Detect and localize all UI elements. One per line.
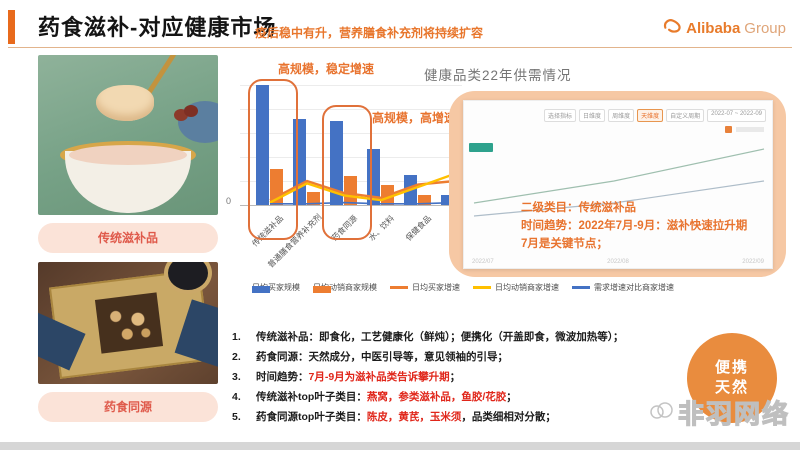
note-row: 2. 药食同源：天然成分，中医引导等，意见领袖的引导；: [232, 351, 694, 365]
panel-note-text: 二级类目：传统滋补品 时间趋势：2022年7月-9月：滋补快速拉升期 7月是关键…: [521, 199, 747, 253]
herb-tray-shape: [94, 292, 164, 354]
trend-x-ticks: 2022/07 2022/08 2022/09: [472, 259, 764, 265]
annotation-stable-growth: 高规模，稳定增速: [278, 62, 375, 76]
alibaba-logo-text: Alibaba: [686, 20, 741, 37]
supply-demand-title: 健康品类22年供需情况: [424, 68, 572, 83]
title-accent-bar: [8, 10, 15, 44]
trend-x-tick: 2022/09: [742, 259, 764, 265]
trend-x-tick: 2022/08: [607, 259, 629, 265]
legend-swatch: [473, 286, 491, 289]
birds-nest-shape: [96, 85, 154, 121]
panel-note-line3: 7月是关键节点；: [521, 238, 608, 250]
gridline: [240, 133, 462, 134]
note-text: 传统滋补品：即食化，工艺健康化（鲜炖）；便携化（开盖即食，微波加热等）；: [256, 331, 624, 343]
checkbox-icon: [725, 126, 732, 133]
metric-tag: [469, 143, 493, 152]
trend-x-tick: 2022/07: [472, 259, 494, 265]
dashboard-control-chip: 周维度: [608, 109, 635, 122]
red-dates-shape: [184, 105, 198, 117]
alibaba-logo-suffix: Group: [744, 20, 786, 37]
page-subtitle: 疫后稳中有升，营养膳食补充剂将持续扩容: [255, 26, 484, 40]
watermark-text: 非羽网络: [677, 398, 791, 429]
annotation-high-growth: 高规模，高增速: [372, 111, 457, 125]
gridline: [240, 109, 462, 110]
dashboard-control-chip: 日维度: [579, 109, 606, 122]
badge-line1: 便携: [714, 359, 749, 376]
photo-medicine-food: [38, 262, 218, 384]
legend-swatch: [572, 286, 590, 289]
note-row: 1. 传统滋补品：即食化，工艺健康化（鲜炖）；便携化（开盖即食，微波加热等）；: [232, 331, 694, 345]
note-row: 4. 传统滋补top叶子类目：燕窝，参类滋补品，鱼胶/花胶；: [232, 391, 694, 405]
bowl-soup-shape: [69, 145, 187, 165]
gridline: [240, 157, 462, 158]
legend-swatch: [390, 286, 408, 289]
legend-label: 需求增速对比商家增速: [594, 283, 674, 292]
bar-日均买家规模: [330, 121, 343, 205]
dashboard-controls: 选择指标 日维度 周维度 天维度 自定义周期 2022-07 ~ 2022-09: [544, 109, 766, 122]
legend-label: 日均买家增速: [412, 283, 460, 292]
label-traditional-tonic: 传统滋补品: [38, 223, 218, 253]
summary-notes: 1. 传统滋补品：即食化，工艺健康化（鲜炖）；便携化（开盖即食，微波加热等）； 2.…: [232, 331, 694, 431]
legend-item: 日均动销商家规模: [313, 282, 377, 293]
bar-日均动销商家规模: [418, 195, 431, 205]
chart-legend: 日均买家规模 日均动销商家规模 日均买家增速 日均动销商家增速 需求增速对比商家增速: [252, 282, 752, 293]
note-row: 3. 时间趋势：7月-9月为滋补品类告诉攀升期；: [232, 371, 694, 385]
line-需求增速对比商家增速: [270, 201, 456, 205]
panel-note-line1: 二级类目：传统滋补品: [521, 202, 636, 214]
legend-swatch: [252, 286, 270, 293]
note-text: 时间趋势：7月-9月为滋补品类告诉攀升期；: [256, 371, 461, 383]
dashboard-control-chip: 2022-07 ~ 2022-09: [707, 109, 766, 122]
category-bar-chart: 传统滋补品 普通膳食营养补充剂 药食同源 水、饮料 保健食品: [240, 85, 468, 270]
checkbox-label-placeholder: [736, 127, 764, 132]
dashboard-screenshot: 选择指标 日维度 周维度 天维度 自定义周期 2022-07 ~ 2022-09 二级类目…: [463, 100, 773, 269]
y-axis-zero-label: 0: [226, 196, 232, 206]
note-number: 2.: [232, 351, 241, 363]
gridline: [240, 85, 462, 86]
header-divider: [8, 47, 792, 48]
bar-日均买家规模: [256, 85, 269, 205]
note-text: 药食同源：天然成分，中医引导等，意见领袖的引导；: [256, 351, 508, 363]
trend-lines: [473, 148, 765, 217]
bottom-strip: [0, 442, 800, 450]
note-text: 传统滋补top叶子类目：燕窝，参类滋补品，鱼胶/花胶；: [256, 391, 517, 403]
watermark-logo-icon: [648, 399, 674, 426]
bar-日均动销商家规模: [307, 191, 320, 205]
dashboard-control-chip: 自定义周期: [666, 109, 705, 122]
bar-plot: [240, 85, 468, 206]
note-row: 5. 药食同源top叶子类目：陈皮，黄芪，玉米须，品类细相对分散；: [232, 411, 694, 425]
legend-label: 日均动销商家增速: [495, 283, 559, 292]
note-number: 4.: [232, 391, 241, 403]
bar-日均买家规模: [441, 195, 454, 205]
note-text: 药食同源top叶子类目：陈皮，黄芪，玉米须，品类细相对分散；: [256, 411, 556, 423]
supply-demand-panel: 选择指标 日维度 周维度 天维度 自定义周期 2022-07 ~ 2022-09 二级类目…: [449, 91, 786, 277]
portable-natural-badge: 便携 天然: [687, 333, 777, 423]
note-number: 3.: [232, 371, 241, 383]
legend-label: 日均买家规模: [252, 283, 300, 292]
badge-line2: 天然: [714, 379, 749, 396]
legend-item: 日均买家增速: [390, 282, 460, 293]
line-日均动销商家增速: [269, 172, 456, 204]
highlight-box-medicine-food: [322, 105, 372, 240]
dashboard-control-chip: 选择指标: [544, 109, 577, 122]
dashboard-control-chip: 天维度: [637, 109, 664, 122]
panel-note-line2: 时间趋势：2022年7月-9月：滋补快速拉升期: [521, 220, 748, 232]
watermark: 非羽网络: [648, 394, 790, 431]
alibaba-logo: Alibaba Group: [662, 16, 786, 41]
photo-traditional-tonic: [38, 55, 218, 215]
label-medicine-food: 药食同源: [38, 392, 218, 422]
legend-label: 日均动销商家规模: [313, 283, 377, 292]
highlight-box-traditional-tonic: [248, 79, 298, 240]
legend-item: 日均动销商家增速: [473, 282, 559, 293]
alibaba-logo-icon: [662, 16, 682, 41]
legend-item: 需求增速对比商家增速: [572, 282, 674, 293]
note-number: 1.: [232, 331, 241, 343]
note-number: 5.: [232, 411, 241, 423]
page-title: 药食滋补-对应健康市场: [38, 15, 277, 40]
legend-swatch: [313, 286, 331, 293]
legend-item: 日均买家规模: [252, 282, 300, 293]
